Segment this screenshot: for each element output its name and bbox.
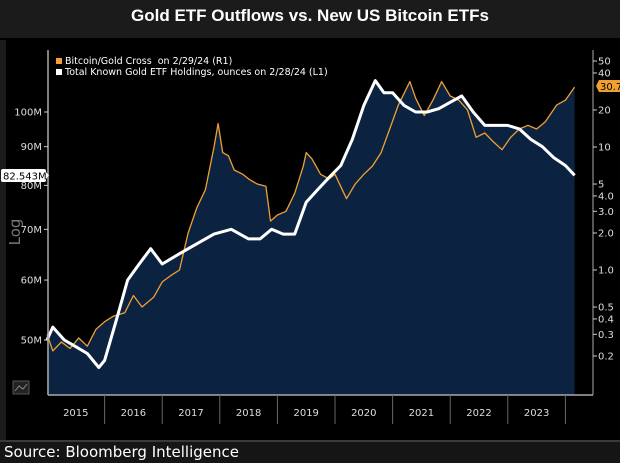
series-line-bitcoin-gold-cross [46,80,576,352]
left-tick-label: 50M [21,336,42,347]
x-tick-label: 2015 [63,408,88,419]
frame-left [0,40,6,440]
x-tick-label: 2022 [466,408,491,419]
right-tick-label: 3.0 [598,207,614,218]
right-tick-label: 0.5 [598,303,614,314]
right-tick-label: 0.4 [598,314,614,325]
left-tick-label: 100M [14,108,42,119]
right-tick-label: 20 [598,105,611,116]
right-tick-label: 2.0 [598,228,614,239]
left-last-value-text: 82.543M [3,172,47,183]
right-last-value-text: 30.7 [600,82,620,93]
right-tick-label: 10 [598,143,611,154]
right-tick-label: 0.2 [598,351,614,362]
left-last-value-badge: 82.543M [1,169,49,183]
left-tick-label: 80M [21,181,42,192]
right-tick-label: 50 [598,57,611,68]
legend: Bitcoin/Gold Cross on 2/29/24 (R1) Total… [56,56,328,78]
x-tick-label: 2019 [293,408,318,419]
chart-type-icon[interactable] [12,380,30,395]
x-tick-label: 2017 [178,408,203,419]
series-line-gold-etf-holdings [45,79,576,369]
legend-swatch-bitcoin [56,58,62,64]
x-tick-label: 2020 [351,408,376,419]
legend-label-bitcoin: Bitcoin/Gold Cross on 2/29/24 (R1) [65,56,232,67]
right-tick-label: 0.3 [598,330,614,341]
right-tick-label: 4.0 [598,191,614,202]
chart-title: Gold ETF Outflows vs. New US Bitcoin ETF… [0,0,620,38]
left-tick-label: 90M [21,142,42,153]
legend-swatch-gold [56,69,62,75]
right-tick-label: 40 [598,68,611,79]
right-tick-label: 1.0 [598,266,614,277]
legend-label-gold: Total Known Gold ETF Holdings, ounces on… [64,67,328,78]
right-last-value-badge: 30.7 [596,80,620,93]
x-tick-label: 2016 [121,408,146,419]
x-tick-label: 2021 [409,408,434,419]
left-tick-label: 70M [21,225,42,236]
right-tick-label: 5 [598,180,604,191]
x-tick-label: 2023 [524,408,549,419]
area-fill-series-1 [47,80,575,395]
x-tick-label: 2018 [236,408,261,419]
left-tick-label: 60M [21,276,42,287]
source-footer: Source: Bloomberg Intelligence [0,440,620,463]
log-scale-label: Log [6,219,24,246]
